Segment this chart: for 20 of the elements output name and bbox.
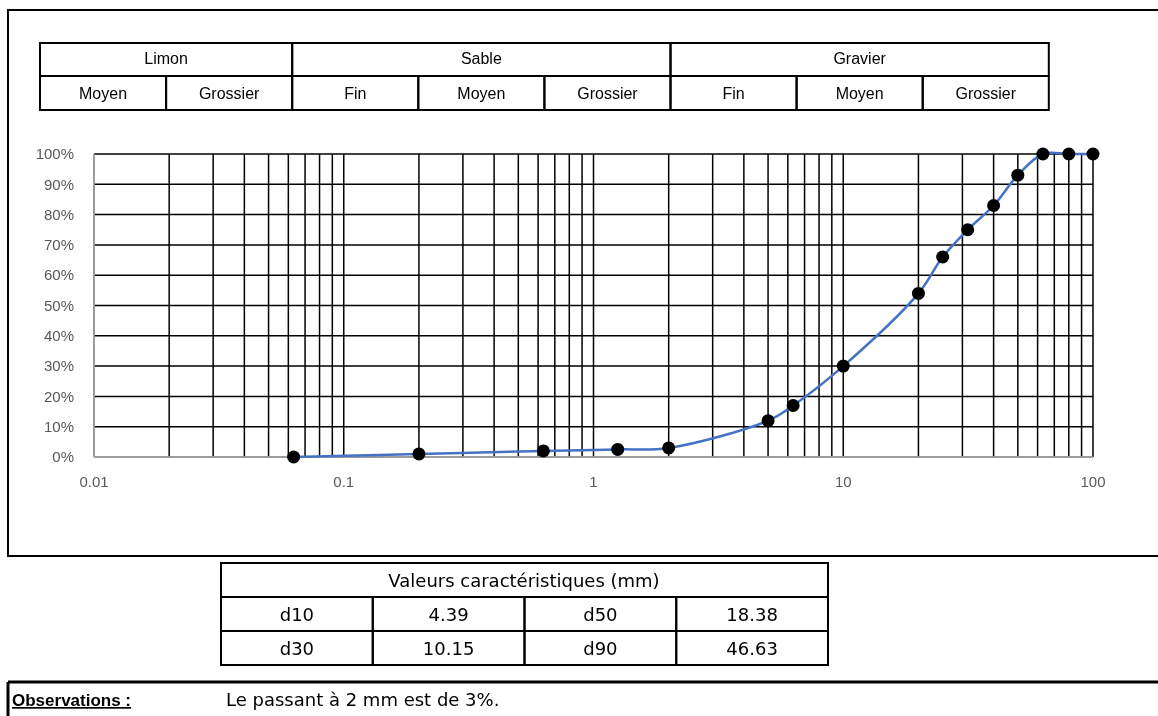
y-tick-label: 50% (43, 296, 74, 314)
y-tick-label: 30% (43, 357, 74, 375)
x-tick-label: 0.1 (333, 473, 355, 490)
x-tick-label: 1 (589, 473, 598, 490)
y-tick-label: 0% (52, 448, 74, 466)
text: Observations : (12, 691, 132, 710)
characteristic-values-table: Valeurs caractéristiques (mm) d10 4.39 d50 18.38 d30 10.15 d90 46.63 (220, 562, 829, 666)
y-tick-label: 40% (43, 327, 74, 345)
y-tick-label: 10% (43, 417, 74, 435)
y-tick-label: 90% (43, 175, 74, 193)
y-tick-label: 20% (43, 387, 74, 405)
x-tick-label: 0.01 (79, 473, 109, 490)
y-tick-label: 80% (43, 205, 74, 223)
y-tick-label: 60% (43, 266, 74, 284)
text: Le passant à 2 mm est de 3%. (226, 689, 500, 710)
x-tick-label: 10 (834, 473, 852, 490)
x-tick-label: 100 (1080, 473, 1106, 490)
y-tick-label: 100% (35, 145, 74, 163)
y-tick-label: 70% (43, 236, 74, 254)
class-header-table: Limon Sable Gravier Moyen Grossier Fin Moyen Grossier Fin Moyen Grossier (39, 42, 1050, 111)
